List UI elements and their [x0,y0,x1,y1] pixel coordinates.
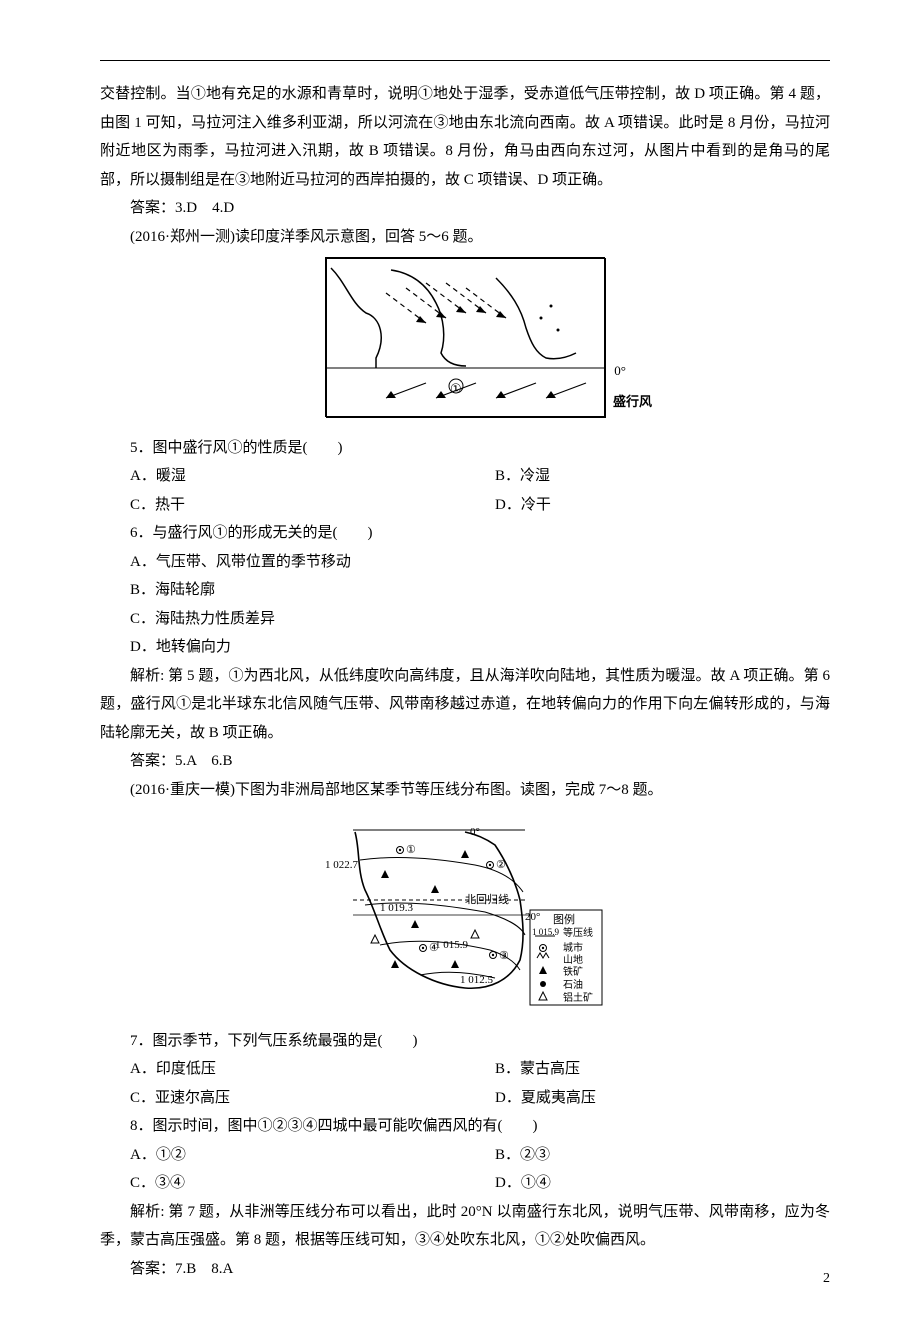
answer-7-8: 答案：7.B 8.A [100,1255,830,1284]
lat-0: 0° [470,822,480,843]
q8-opt-c: C．③④ [100,1169,465,1198]
intro-5-6: (2016·郑州一测)读印度洋季风示意图，回答 5～6 题。 [100,223,830,252]
legend-city-dot [542,947,544,949]
island-dot [540,317,543,320]
q8-opt-b: B．②③ [465,1141,830,1170]
pressure-1022: 1 022.7 [325,855,358,876]
legend-oil-sym [540,981,546,987]
q5-opt-b: B．冷湿 [465,462,830,491]
city-2-label: ② [496,855,506,876]
figure-1-wrapper: ① 0° 盛行风 [100,257,830,428]
document-content: 交替控制。当①地有充足的水源和青草时，说明①地处于湿季，受赤道低气压带控制，故 … [100,80,830,1283]
figure-1-svg [326,258,606,418]
q7-options-row2: C．亚速尔高压 D．夏威夷高压 [100,1084,830,1113]
pressure-1015: 1 015.9 [435,935,468,956]
page-number: 2 [823,1266,830,1293]
figure-frame [327,259,606,418]
q6-opt-c: C．海陆热力性质差异 [100,605,830,634]
q6-opt-a: A．气压带、风带位置的季节移动 [100,548,830,577]
answer-3-4: 答案：3.D 4.D [100,194,830,223]
island-dot [557,329,560,332]
q7-opt-b: B．蒙古高压 [465,1055,830,1084]
q7-opt-a: A．印度低压 [100,1055,465,1084]
q8-opt-d: D．①④ [465,1169,830,1198]
q7-opt-c: C．亚速尔高压 [100,1084,465,1113]
q7-stem: 7．图示季节，下列气压系统最强的是( ) [100,1027,830,1056]
explain-7-8: 解析: 第 7 题，从非洲等压线分布可以看出，此时 20°N 以南盛行东北风，说… [100,1198,830,1255]
q6-opt-d: D．地转偏向力 [100,633,830,662]
tropic-label: 北回归线 [465,890,509,911]
q5-opt-d: D．冷干 [465,491,830,520]
q5-opt-c: C．热干 [100,491,465,520]
answer-5-6: 答案：5.A 6.B [100,747,830,776]
legend-item-5: 铝土矿 [563,989,593,1008]
arabia-outline [331,268,381,368]
figure-2-wrapper: 1 022.7 1 019.3 1 015.9 1 012.5 0° 20° 北… [100,810,830,1021]
wind-label: 盛行风 [613,390,652,415]
se-asia-outline [496,278,576,359]
q5-options-row1: A．暖湿 B．冷湿 [100,462,830,491]
city-3-label: ③ [499,946,509,967]
legend-pressure-val: 1 015.9 [532,924,559,941]
city-4-label: ④ [429,938,439,959]
q8-stem: 8．图示时间，图中①②③④四城中最可能吹偏西风的有( ) [100,1112,830,1141]
q7-options-row1: A．印度低压 B．蒙古高压 [100,1055,830,1084]
q5-opt-a: A．暖湿 [100,462,465,491]
figure-1: ① 0° 盛行风 [325,257,605,417]
wind-arrows [386,283,506,323]
south-arrows [386,383,586,398]
q8-opt-a: A．①② [100,1141,465,1170]
island-dot [550,305,553,308]
city-1-label: ① [406,840,416,861]
page-top-rule [100,60,830,61]
intro-7-8: (2016·重庆一模)下图为非洲局部地区某季节等压线分布图。读图，完成 7～8 … [100,776,830,805]
q8-options-row2: C．③④ D．①④ [100,1169,830,1198]
q8-options-row1: A．①② B．②③ [100,1141,830,1170]
figure-2: 1 022.7 1 019.3 1 015.9 1 012.5 0° 20° 北… [325,810,605,1010]
equator-label: 0° [614,359,626,384]
top-paragraph: 交替控制。当①地有充足的水源和青草时，说明①地处于湿季，受赤道低气压带控制，故 … [100,80,830,194]
explain-5-6: 解析: 第 5 题，①为西北风，从低纬度吹向高纬度，且从海洋吹向陆地，其性质为暖… [100,662,830,748]
south-arrowheads [386,391,556,398]
q5-stem: 5．图中盛行风①的性质是( ) [100,434,830,463]
q7-opt-d: D．夏威夷高压 [465,1084,830,1113]
marker-1-label: ① [450,377,462,402]
pressure-1012: 1 012.5 [460,970,493,991]
q6-stem: 6．与盛行风①的形成无关的是( ) [100,519,830,548]
q5-options-row2: C．热干 D．冷干 [100,491,830,520]
q6-opt-b: B．海陆轮廓 [100,576,830,605]
pressure-1019: 1 019.3 [380,898,413,919]
wind-arrowheads [416,306,506,323]
